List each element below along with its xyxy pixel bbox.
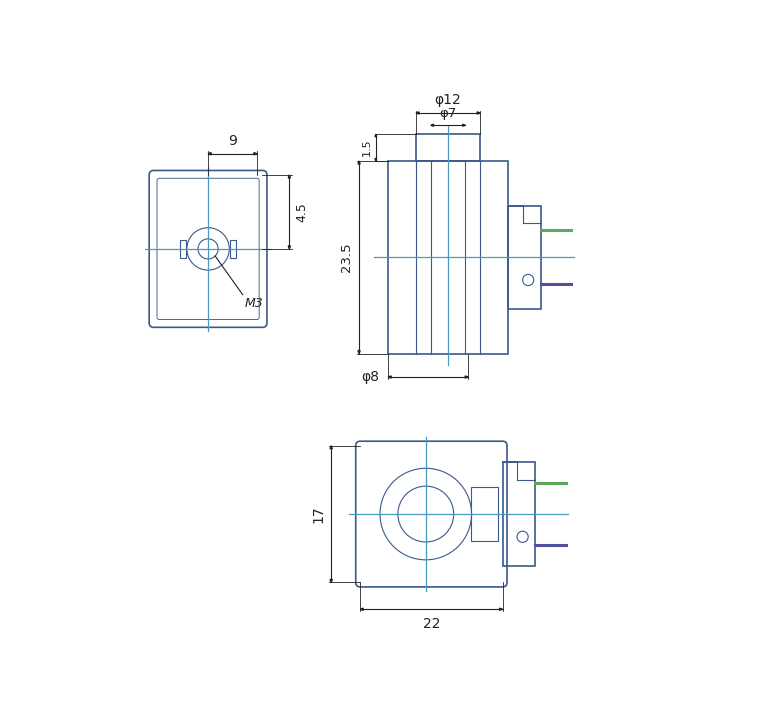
Text: φ12: φ12	[435, 94, 461, 107]
Text: M3: M3	[245, 297, 264, 310]
Polygon shape	[463, 124, 465, 126]
Polygon shape	[330, 579, 332, 582]
Text: 4.5: 4.5	[295, 202, 308, 222]
Bar	[230, 240, 236, 258]
Polygon shape	[208, 153, 211, 154]
Text: φ7: φ7	[439, 107, 457, 120]
Polygon shape	[358, 350, 360, 354]
Bar	[502, 463, 535, 566]
Text: φ8: φ8	[362, 370, 380, 384]
Bar	[471, 486, 498, 542]
Polygon shape	[375, 159, 377, 161]
Polygon shape	[465, 376, 468, 378]
Polygon shape	[499, 608, 502, 610]
Text: 22: 22	[423, 616, 440, 631]
Polygon shape	[375, 134, 377, 137]
Bar	[416, 134, 480, 161]
Text: 17: 17	[312, 505, 325, 523]
Polygon shape	[388, 376, 391, 378]
Polygon shape	[330, 446, 332, 449]
Text: 1.5: 1.5	[362, 138, 372, 157]
Polygon shape	[288, 175, 290, 178]
Polygon shape	[288, 246, 290, 249]
Bar	[180, 240, 185, 258]
Polygon shape	[431, 124, 434, 126]
Polygon shape	[254, 153, 257, 154]
Polygon shape	[358, 161, 360, 164]
Bar	[388, 161, 508, 354]
Text: 9: 9	[228, 134, 237, 148]
Text: 23.5: 23.5	[340, 242, 353, 272]
Polygon shape	[360, 608, 363, 610]
Bar	[508, 206, 540, 309]
Polygon shape	[477, 112, 480, 114]
Polygon shape	[416, 112, 419, 114]
